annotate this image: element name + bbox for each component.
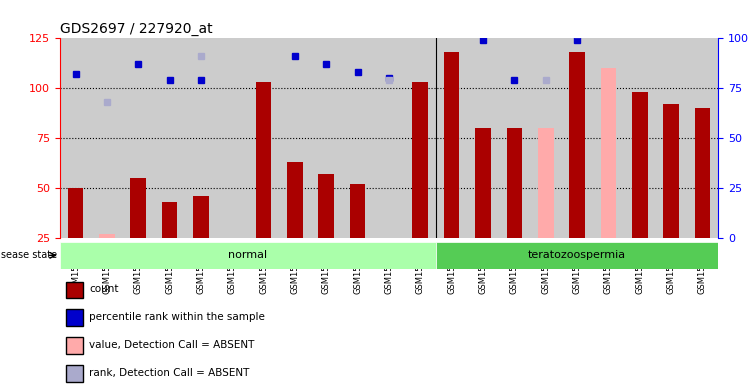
Bar [663, 104, 679, 238]
Bar [436, 38, 468, 238]
Bar [350, 184, 366, 238]
Bar [60, 38, 91, 238]
FancyBboxPatch shape [67, 337, 83, 354]
Text: percentile rank within the sample: percentile rank within the sample [90, 312, 266, 322]
Text: teratozoospermia: teratozoospermia [528, 250, 626, 260]
Text: normal: normal [228, 250, 268, 260]
Bar [592, 38, 624, 238]
Bar [506, 128, 522, 238]
Bar [475, 128, 491, 238]
Bar [67, 188, 83, 238]
Bar [687, 38, 718, 238]
Bar [444, 52, 459, 238]
Bar [624, 38, 655, 238]
Bar [632, 92, 648, 238]
Bar [123, 38, 154, 238]
Bar [217, 38, 248, 238]
Bar [538, 128, 554, 238]
Text: rank, Detection Call = ABSENT: rank, Detection Call = ABSENT [90, 368, 250, 378]
Bar [655, 38, 687, 238]
Bar [193, 196, 209, 238]
FancyBboxPatch shape [436, 242, 718, 269]
FancyBboxPatch shape [67, 281, 83, 298]
Bar [405, 38, 436, 238]
Bar [130, 178, 146, 238]
Bar [412, 82, 428, 238]
FancyBboxPatch shape [67, 310, 83, 326]
Text: GDS2697 / 227920_at: GDS2697 / 227920_at [60, 22, 212, 36]
Bar [695, 108, 711, 238]
FancyBboxPatch shape [60, 242, 436, 269]
Bar [186, 38, 217, 238]
Bar [319, 174, 334, 238]
FancyBboxPatch shape [67, 365, 83, 382]
Bar [373, 38, 405, 238]
Bar [256, 82, 272, 238]
Bar [310, 38, 342, 238]
Bar [91, 38, 123, 238]
Bar [601, 68, 616, 238]
Bar [287, 162, 303, 238]
Bar [342, 38, 373, 238]
Bar [468, 38, 499, 238]
Bar [248, 38, 279, 238]
Text: disease state: disease state [0, 250, 57, 260]
Bar [99, 234, 114, 238]
Text: value, Detection Call = ABSENT: value, Detection Call = ABSENT [90, 340, 255, 350]
Bar [561, 38, 592, 238]
Bar [569, 52, 585, 238]
Text: count: count [90, 284, 119, 295]
Bar [499, 38, 530, 238]
Bar [154, 38, 186, 238]
Bar [162, 202, 177, 238]
Bar [530, 38, 561, 238]
Bar [279, 38, 310, 238]
